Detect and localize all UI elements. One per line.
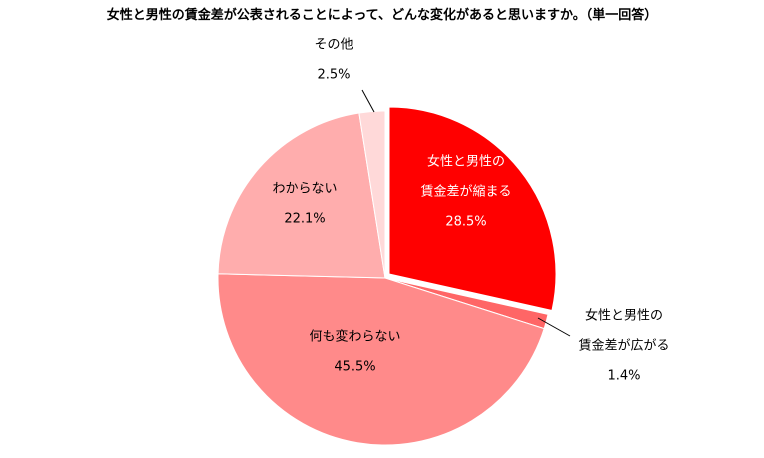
category-label-widen: 女性と男性の (585, 308, 663, 324)
value-label-widen: 1.4% (607, 369, 640, 384)
pie-slice-other (358, 110, 386, 279)
category-label-other: その他 (314, 38, 353, 53)
category-label-shrink: 女性と男性の (427, 154, 505, 170)
value-label-other: 2.5% (317, 68, 350, 83)
category-label-widen: 賃金差が広がる (578, 338, 669, 354)
category-label-shrink: 賃金差が縮まる (420, 184, 511, 200)
category-label-dont-know: わからない (272, 182, 337, 197)
category-label-no-change: 何も変わらない (309, 329, 400, 345)
value-label-no-change: 45.5% (334, 360, 375, 375)
pie-slice-shrink (388, 106, 557, 312)
value-label-shrink: 28.5% (445, 215, 486, 230)
pie-slice-no-change (217, 273, 545, 446)
value-label-dont-know: 22.1% (284, 212, 325, 227)
leader-line-widen (537, 317, 571, 337)
leader-line-other (361, 89, 375, 113)
pie-slice-dont-know (217, 112, 386, 279)
chart-title: 女性と男性の賃金差が公表されることによって、どんな変化があると思いますか。（単一… (106, 8, 658, 23)
